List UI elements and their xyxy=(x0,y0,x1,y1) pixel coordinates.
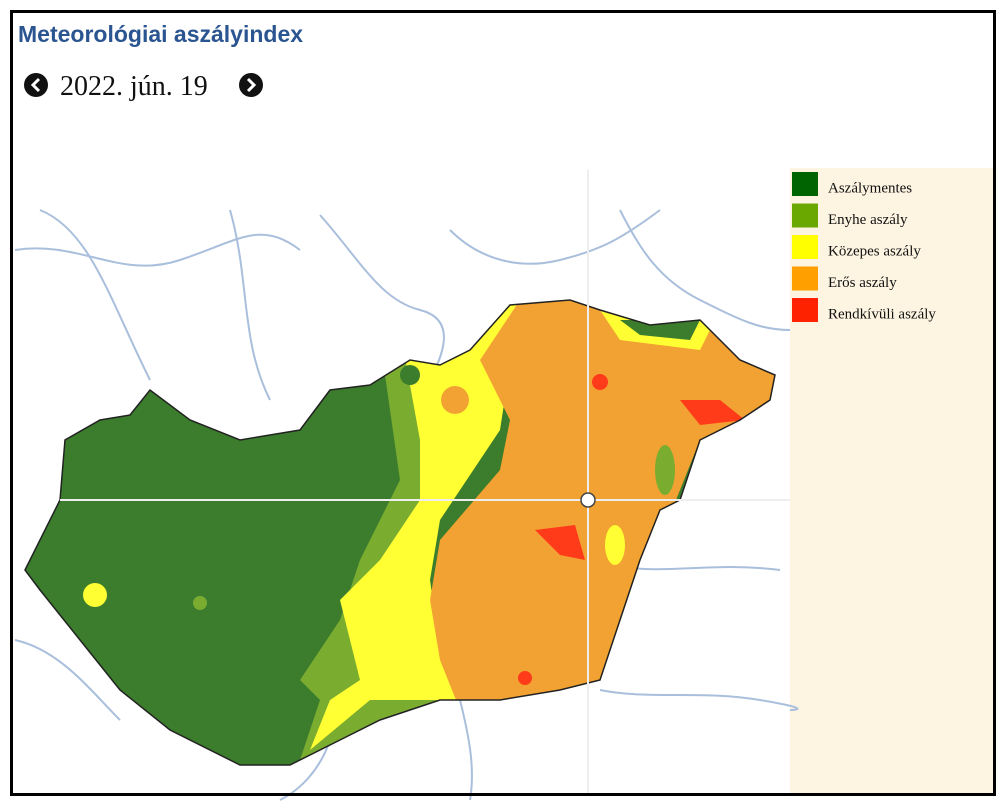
crosshair-point[interactable] xyxy=(580,492,596,508)
legend-swatch xyxy=(792,203,818,228)
legend: Aszálymentes Enyhe aszály Közepes aszály Er… xyxy=(792,172,936,322)
legend-swatch xyxy=(792,172,818,196)
drought-map xyxy=(25,300,775,765)
legend-swatch xyxy=(792,298,818,322)
legend-label: Erős aszály xyxy=(828,275,897,291)
frame xyxy=(10,10,996,796)
legend-swatch xyxy=(792,266,818,291)
legend-panel xyxy=(790,168,995,795)
legend-label: Közepes aszály xyxy=(828,243,921,259)
title: Meteorológiai aszályindex xyxy=(18,21,303,47)
legend-label: Enyhe aszály xyxy=(828,212,908,228)
prev-button[interactable] xyxy=(24,73,48,97)
next-button[interactable] xyxy=(239,73,263,97)
legend-swatch xyxy=(792,235,818,259)
legend-label: Aszálymentes xyxy=(828,180,912,196)
legend-label: Rendkívüli aszály xyxy=(828,306,936,322)
date: 2022. jún. 19 xyxy=(60,71,208,102)
